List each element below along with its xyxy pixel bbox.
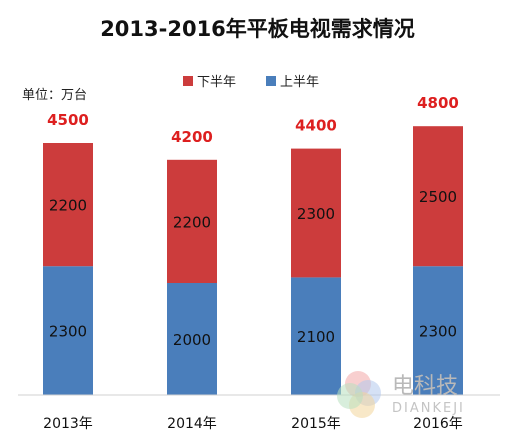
labels-layer: 2300 2200 4500 2013年 2000 2200 4200 2014年 2100 23… [43, 94, 463, 432]
data-label-upper-half: 2300 [49, 323, 87, 341]
total-label: 4800 [417, 94, 459, 112]
bar-lower-half [43, 143, 93, 267]
bar-lower-half [167, 159, 217, 283]
total-label: 4500 [47, 111, 89, 129]
bar-upper-half [413, 266, 463, 395]
watermark-subtext: DIANKEJI [392, 401, 465, 416]
legend-swatch-lower-half [183, 76, 193, 86]
legend-label-upper-half: 上半年 [280, 75, 319, 90]
x-tick-label: 2016年 [413, 416, 463, 432]
data-label-upper-half: 2000 [173, 331, 211, 349]
bar-upper-half [167, 283, 217, 395]
watermark-text: 电科技 [392, 374, 458, 399]
bar-lower-half [413, 126, 463, 267]
total-label: 4200 [171, 128, 213, 146]
x-tick-label: 2013年 [43, 416, 93, 432]
data-label-upper-half: 2300 [419, 323, 457, 341]
total-label: 4400 [295, 117, 337, 135]
bar-upper-half [291, 277, 341, 395]
bar-lower-half [291, 148, 341, 278]
data-label-lower-half: 2200 [173, 213, 211, 231]
chart-title: 2013-2016年平板电视需求情况 [100, 17, 415, 41]
data-label-lower-half: 2500 [419, 188, 457, 206]
data-label-upper-half: 2100 [297, 328, 335, 346]
watermark-logo-icon [337, 371, 381, 418]
x-tick-label: 2014年 [167, 416, 217, 432]
x-tick-label: 2015年 [291, 416, 341, 432]
watermark: 电科技 DIANKEJI [337, 371, 465, 418]
unit-label: 单位：万台 [22, 88, 87, 103]
data-label-lower-half: 2300 [297, 205, 335, 223]
legend: 下半年 上半年 [183, 75, 319, 90]
legend-label-lower-half: 下半年 [197, 75, 236, 90]
bar-upper-half [43, 266, 93, 395]
data-label-lower-half: 2200 [49, 197, 87, 215]
bars-layer [43, 126, 463, 395]
legend-swatch-upper-half [266, 76, 276, 86]
